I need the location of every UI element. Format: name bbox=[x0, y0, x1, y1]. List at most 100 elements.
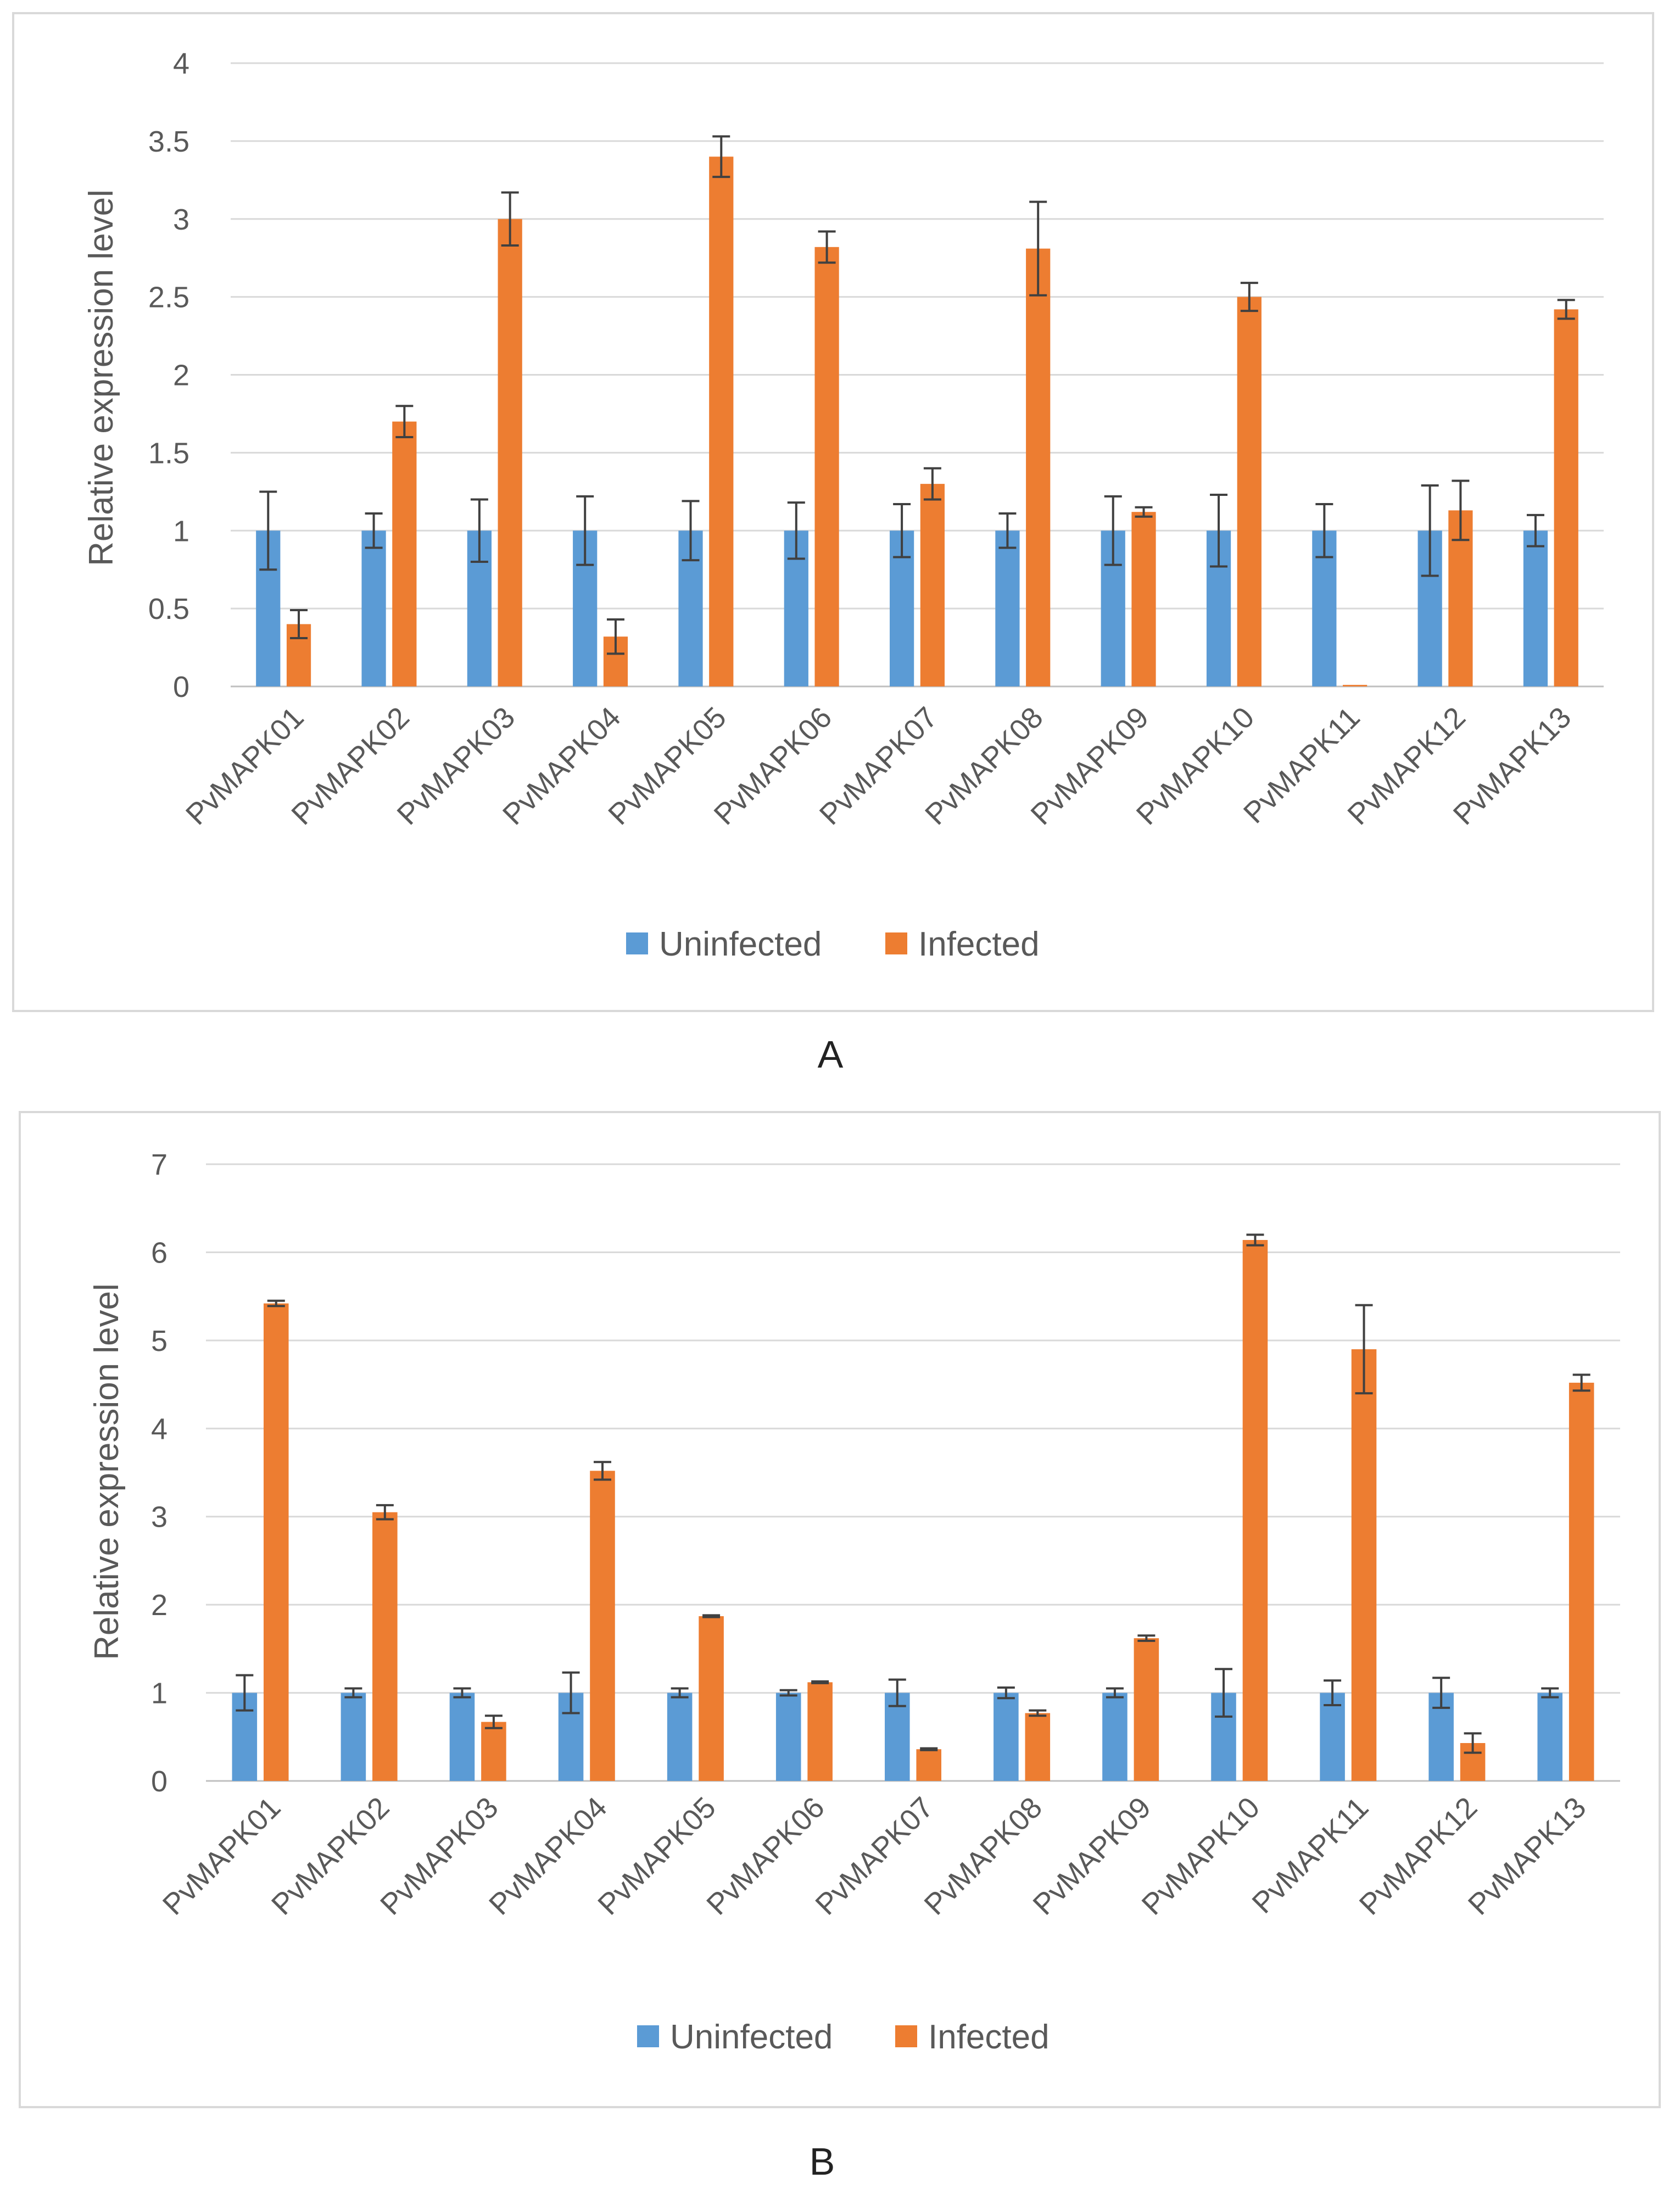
chart-b-frame bbox=[19, 1111, 1661, 2108]
legend-b-swatch-infected bbox=[895, 2025, 917, 2047]
bar-b-uninfected-PvMAPK11 bbox=[1320, 1693, 1345, 1781]
chart-b-gridlines bbox=[206, 1163, 1620, 1782]
chart-a-gridlines bbox=[231, 62, 1604, 688]
y-tick-b-5: 5 bbox=[151, 1325, 168, 1358]
error-bar-b-uninfected-PvMAPK09 bbox=[1106, 1687, 1124, 1699]
error-bar-a-uninfected-PvMAPK13 bbox=[1526, 513, 1544, 548]
panel-label-a: A bbox=[818, 1033, 844, 1076]
error-bar-a-uninfected-PvMAPK11 bbox=[1315, 503, 1333, 558]
y-tick-a-8: 4 bbox=[173, 47, 189, 80]
error-bar-b-infected-PvMAPK01 bbox=[267, 1299, 285, 1308]
chart-a-y-axis-label: Relative expression level bbox=[82, 189, 120, 566]
bar-b-uninfected-PvMAPK08 bbox=[994, 1693, 1019, 1781]
error-bar-a-uninfected-PvMAPK04 bbox=[576, 495, 594, 566]
error-bar-a-uninfected-PvMAPK03 bbox=[470, 498, 488, 563]
bar-b-infected-PvMAPK01 bbox=[263, 1303, 289, 1781]
error-bar-b-infected-PvMAPK02 bbox=[376, 1504, 394, 1521]
y-tick-b-0: 0 bbox=[151, 1765, 168, 1798]
error-bar-a-infected-PvMAPK04 bbox=[606, 618, 624, 655]
bar-b-infected-PvMAPK08 bbox=[1025, 1713, 1051, 1781]
legend-b-label-uninfected: Uninfected bbox=[670, 2018, 833, 2056]
bar-a-uninfected-PvMAPK02 bbox=[361, 530, 386, 686]
error-bar-a-uninfected-PvMAPK05 bbox=[682, 500, 700, 562]
bar-b-infected-PvMAPK07 bbox=[916, 1749, 941, 1781]
chart-a-y-tick-labels: 0 0.5 1 1.5 2 2.5 3 3.5 4 bbox=[148, 47, 189, 703]
y-tick-a-4: 2 bbox=[173, 359, 189, 392]
legend-a-label-uninfected: Uninfected bbox=[659, 925, 822, 963]
error-bar-b-infected-PvMAPK08 bbox=[1029, 1709, 1047, 1717]
error-bar-a-infected-PvMAPK13 bbox=[1557, 299, 1575, 320]
error-bar-a-uninfected-PvMAPK01 bbox=[259, 490, 277, 571]
bar-a-uninfected-PvMAPK08 bbox=[995, 530, 1020, 686]
error-bar-b-infected-PvMAPK11 bbox=[1355, 1304, 1373, 1395]
bar-b-infected-PvMAPK03 bbox=[481, 1722, 506, 1781]
error-bar-b-infected-PvMAPK12 bbox=[1464, 1732, 1482, 1754]
y-tick-a-5: 2.5 bbox=[148, 281, 189, 314]
y-tick-b-7: 7 bbox=[151, 1148, 168, 1181]
error-bar-b-uninfected-PvMAPK03 bbox=[453, 1687, 471, 1699]
bar-b-infected-PvMAPK11 bbox=[1351, 1349, 1377, 1781]
y-tick-a-3: 1.5 bbox=[148, 437, 189, 470]
chart-a-error-bars bbox=[259, 135, 1575, 655]
y-tick-a-1: 0.5 bbox=[148, 593, 189, 625]
legend-a-swatch-uninfected bbox=[626, 932, 648, 954]
legend-b-label-infected: Infected bbox=[928, 2018, 1050, 2056]
bar-b-infected-PvMAPK09 bbox=[1134, 1638, 1159, 1781]
error-bar-a-uninfected-PvMAPK02 bbox=[365, 512, 383, 549]
bar-b-uninfected-PvMAPK03 bbox=[449, 1693, 475, 1781]
error-bar-b-infected-PvMAPK06 bbox=[811, 1680, 829, 1684]
error-bar-a-infected-PvMAPK09 bbox=[1135, 506, 1153, 518]
bar-b-uninfected-PvMAPK09 bbox=[1102, 1693, 1128, 1781]
chart-b-y-axis-label: Relative expression level bbox=[88, 1283, 126, 1660]
bar-a-infected-PvMAPK08 bbox=[1026, 248, 1051, 687]
bar-a-infected-PvMAPK09 bbox=[1131, 512, 1156, 686]
y-tick-b-6: 6 bbox=[151, 1236, 168, 1269]
y-tick-b-3: 3 bbox=[151, 1501, 168, 1534]
error-bar-b-infected-PvMAPK05 bbox=[702, 1614, 721, 1618]
chart-b-legend: Uninfected Infected bbox=[637, 2018, 1050, 2056]
error-bar-a-uninfected-PvMAPK09 bbox=[1104, 495, 1122, 566]
y-tick-a-6: 3 bbox=[173, 203, 189, 236]
error-bar-a-infected-PvMAPK12 bbox=[1452, 479, 1470, 541]
error-bar-a-infected-PvMAPK07 bbox=[923, 467, 941, 501]
error-bar-a-infected-PvMAPK02 bbox=[395, 405, 414, 438]
error-bar-b-infected-PvMAPK13 bbox=[1572, 1373, 1590, 1392]
bar-b-uninfected-PvMAPK07 bbox=[885, 1693, 910, 1781]
error-bar-b-uninfected-PvMAPK10 bbox=[1215, 1668, 1233, 1718]
bar-b-uninfected-PvMAPK02 bbox=[341, 1693, 366, 1781]
y-tick-a-0: 0 bbox=[173, 671, 189, 703]
bar-b-infected-PvMAPK10 bbox=[1242, 1239, 1268, 1781]
error-bar-a-infected-PvMAPK10 bbox=[1240, 282, 1258, 312]
chart-panel-a: 00.511.522.533.54 PvMAPK01PvMAPK02PvMAPK… bbox=[12, 12, 1654, 1076]
error-bar-a-infected-PvMAPK01 bbox=[290, 608, 308, 640]
chart-b-y-tick-labels: 0 1 2 3 4 5 6 7 bbox=[151, 1148, 168, 1798]
error-bar-b-uninfected-PvMAPK05 bbox=[671, 1687, 689, 1699]
y-tick-b-2: 2 bbox=[151, 1589, 168, 1622]
bar-b-infected-PvMAPK04 bbox=[590, 1471, 615, 1781]
error-bar-b-uninfected-PvMAPK06 bbox=[779, 1689, 797, 1697]
error-bar-b-uninfected-PvMAPK07 bbox=[888, 1678, 906, 1707]
chart-b-bars bbox=[232, 1239, 1594, 1781]
error-bar-b-uninfected-PvMAPK02 bbox=[344, 1687, 362, 1699]
error-bar-b-uninfected-PvMAPK11 bbox=[1324, 1679, 1342, 1707]
bar-b-uninfected-PvMAPK05 bbox=[667, 1693, 693, 1781]
error-bar-b-infected-PvMAPK07 bbox=[920, 1747, 938, 1751]
bar-b-infected-PvMAPK02 bbox=[372, 1512, 398, 1781]
error-bar-b-uninfected-PvMAPK04 bbox=[562, 1671, 580, 1714]
chart-a-legend: Uninfected Infected bbox=[626, 925, 1040, 963]
bar-a-infected-PvMAPK05 bbox=[709, 157, 734, 686]
bar-b-uninfected-PvMAPK13 bbox=[1537, 1693, 1563, 1781]
error-bar-a-infected-PvMAPK06 bbox=[818, 230, 836, 264]
bar-a-infected-PvMAPK02 bbox=[392, 421, 417, 686]
error-bar-a-infected-PvMAPK08 bbox=[1029, 200, 1047, 297]
bar-b-infected-PvMAPK13 bbox=[1569, 1382, 1594, 1781]
error-bar-a-uninfected-PvMAPK06 bbox=[787, 501, 805, 560]
bar-a-uninfected-PvMAPK13 bbox=[1523, 530, 1548, 686]
chart-a-bars bbox=[256, 157, 1578, 687]
error-bar-a-infected-PvMAPK05 bbox=[712, 135, 730, 178]
panel-label-b: B bbox=[810, 2140, 835, 2183]
bar-a-infected-PvMAPK07 bbox=[920, 484, 945, 686]
bar-b-infected-PvMAPK06 bbox=[807, 1682, 833, 1781]
error-bar-b-uninfected-PvMAPK08 bbox=[997, 1686, 1015, 1700]
